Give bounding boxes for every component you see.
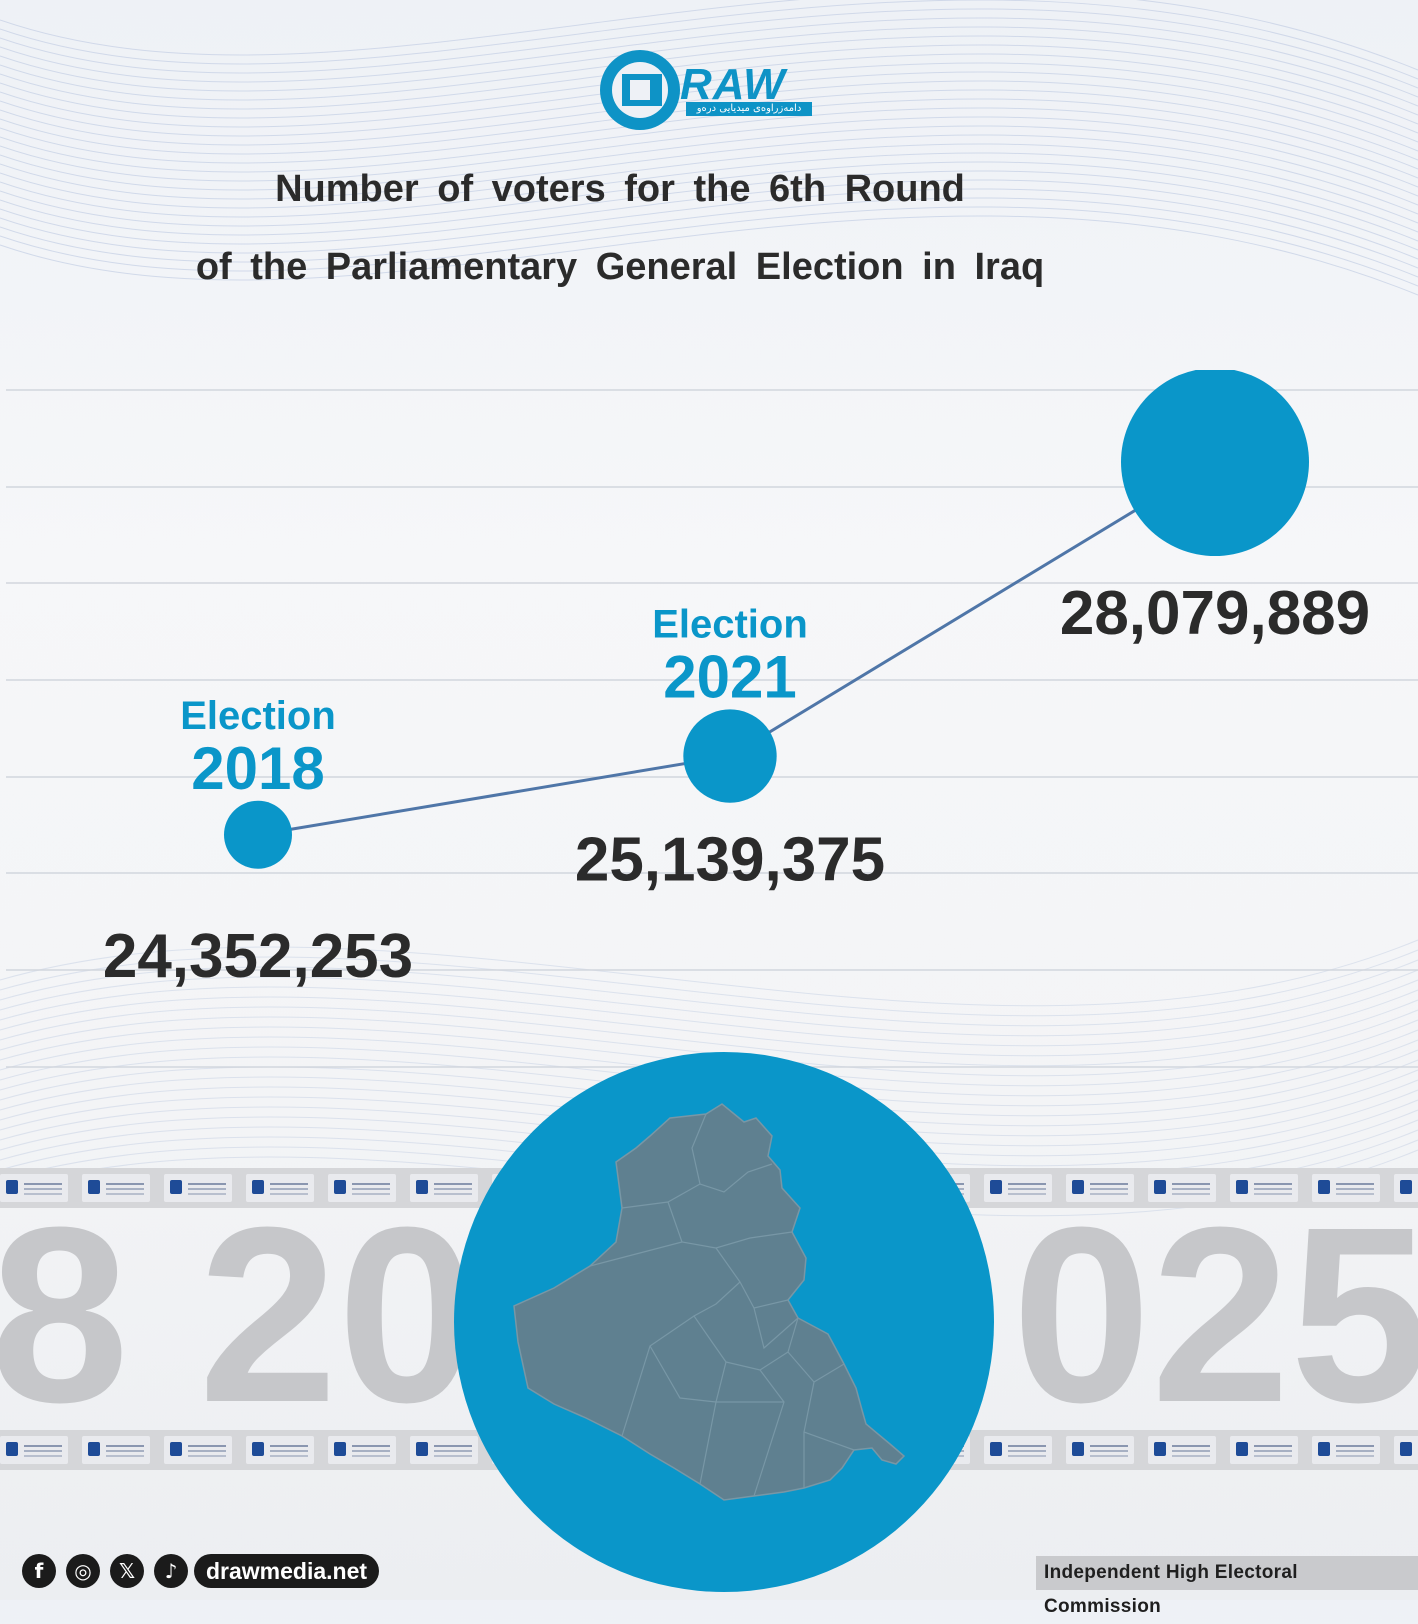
x-icon[interactable]: 𝕏 [110,1554,144,1588]
ihec-logo-chip [1394,1174,1418,1202]
ihec-logo-chip [1230,1436,1298,1464]
category-label-2018: 2018 [191,735,324,802]
ihec-logo-chip [984,1174,1052,1202]
draw-logo: RAW دامەزراوەی میدیایی درەو [596,44,826,136]
social-links: f ◎ 𝕏 ♪ [22,1553,198,1589]
ihec-logo-chip [164,1436,232,1464]
voters-chart: Election201824,352,253Election202125,139… [6,370,1418,1068]
iraq-map [513,1103,906,1501]
iraq-map-circle [454,1052,994,1592]
ihec-logo-chip [246,1436,314,1464]
value-label-2025: 28,079,889 [1060,579,1370,648]
ihec-logo-chip [1148,1174,1216,1202]
site-link[interactable]: drawmedia.net [194,1554,380,1588]
ihec-logo-chip [0,1436,68,1464]
draw-logo-mark [600,50,680,130]
ihec-logo-chip [164,1174,232,1202]
value-label-2018: 24,352,253 [103,922,413,991]
ihec-logo-chip [328,1174,396,1202]
point-caption-2021: Election [652,602,808,646]
data-point-2025 [1121,370,1309,556]
tiktok-icon[interactable]: ♪ [154,1554,188,1588]
ihec-logo-chip [1230,1174,1298,1202]
source-credit: Independent High Electoral Commission [1036,1556,1418,1617]
draw-logo-word: RAW [680,60,786,109]
ihec-logo-chip [984,1436,1052,1464]
ihec-logo-chip [1312,1436,1380,1464]
ihec-logo-chip [1394,1436,1418,1464]
ihec-logo-chip [410,1174,478,1202]
ihec-logo-chip [410,1436,478,1464]
ihec-logo-chip [1066,1174,1134,1202]
point-caption-2018: Election [180,694,336,738]
iraq-map-shape [513,1103,906,1501]
series-line-segment [729,460,1216,758]
ihec-logo-chip [1066,1436,1134,1464]
series-line-segment [257,754,731,837]
site-link-wrap: drawmedia.net [194,1553,380,1589]
ihec-logo-chip [328,1436,396,1464]
ihec-logo-chip [82,1436,150,1464]
value-label-2021: 25,139,375 [575,826,885,895]
title-line-2: of the Parliamentary General Election in… [195,246,1045,288]
category-label-2021: 2021 [663,643,796,710]
ihec-logo-chip [1312,1174,1380,1202]
ihec-logo-chip [1148,1436,1216,1464]
data-point-2021 [683,709,777,803]
ihec-logo-chip [0,1174,68,1202]
background-year-right: 025 [1012,1175,1418,1454]
ihec-logo-chip [246,1174,314,1202]
draw-logo-subtitle: دامەزراوەی میدیایی درەو [686,102,812,116]
instagram-icon[interactable]: ◎ [66,1554,100,1588]
background-year-left: 8 20 [0,1175,477,1454]
ihec-logo-chip [82,1174,150,1202]
title-line-1: Number of voters for the 6th Round [275,168,965,210]
facebook-icon[interactable]: f [22,1554,56,1588]
data-point-2018 [224,800,292,869]
